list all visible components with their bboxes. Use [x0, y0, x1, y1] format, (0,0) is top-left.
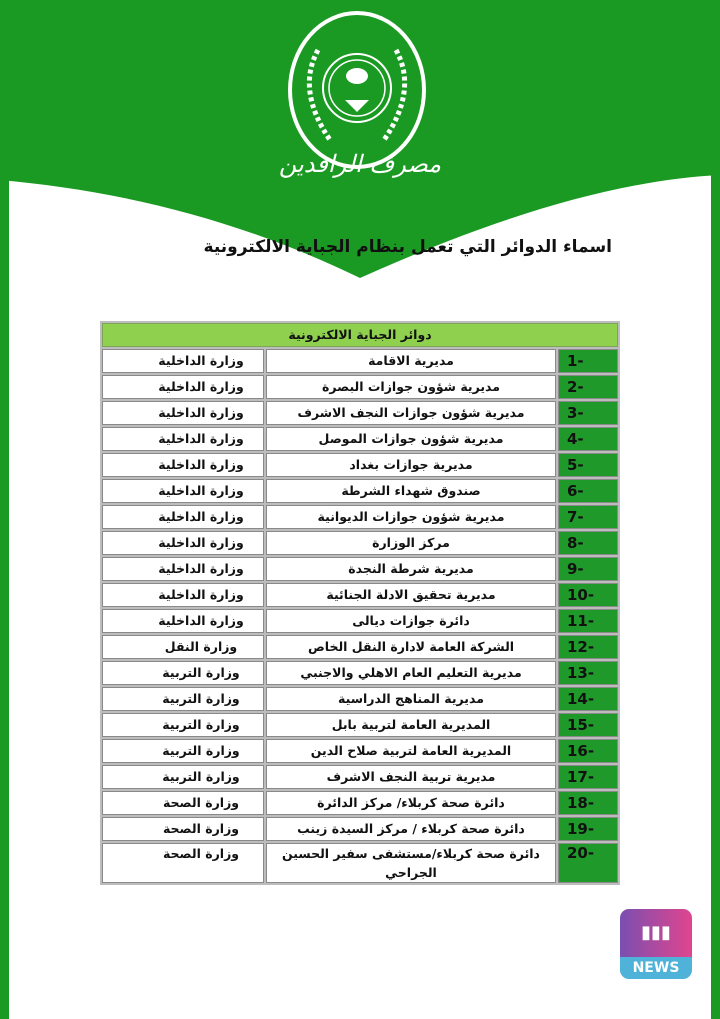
- departments-table: دوائر الجباية الالكترونية 1- مديرية الاقا…: [100, 321, 620, 885]
- department-name: دائرة جوازات ديالى: [266, 609, 556, 633]
- department-name: مديرية جوازات بغداد: [266, 453, 556, 477]
- department-name: مديرية شؤون جوازات النجف الاشرف: [266, 401, 556, 425]
- ministry-name: وزارة الصحة: [102, 843, 264, 883]
- department-name: دائرة صحة كربلاء/ مركز الدائرة: [266, 791, 556, 815]
- ministry-name: وزارة التربية: [102, 739, 264, 763]
- table-row: 8- مركز الوزارة وزارة الداخلية: [102, 531, 618, 555]
- table-row: 13- مديرية التعليم العام الاهلي والاجنبي و…: [102, 661, 618, 685]
- department-name: دائرة صحة كربلاء / مركز السيدة زينب: [266, 817, 556, 841]
- row-number: 2-: [558, 375, 618, 399]
- ministry-name: وزارة الداخلية: [102, 583, 264, 607]
- row-number: 14-: [558, 687, 618, 711]
- row-number: 6-: [558, 479, 618, 503]
- department-name: مديرية شؤون جوازات الموصل: [266, 427, 556, 451]
- ministry-name: وزارة الداخلية: [102, 557, 264, 581]
- ministry-name: وزارة الصحة: [102, 817, 264, 841]
- table-row: 3- مديرية شؤون جوازات النجف الاشرف وزارة ا…: [102, 401, 618, 425]
- ministry-name: وزارة الداخلية: [102, 531, 264, 555]
- table-row: 16- المديرية العامة لتربية صلاح الدين وزار…: [102, 739, 618, 763]
- page-title: اسماء الدوائر التي تعمل بنظام الجباية ال…: [203, 237, 612, 257]
- ministry-name: وزارة الداخلية: [102, 609, 264, 633]
- row-number: 15-: [558, 713, 618, 737]
- row-number: 8-: [558, 531, 618, 555]
- news-logo-arabic: ▮▮▮: [620, 909, 692, 957]
- row-number: 1-: [558, 349, 618, 373]
- department-name: الشركة العامة لادارة النقل الخاص: [266, 635, 556, 659]
- table-row: 17- مديرية تربية النجف الاشرف وزارة التربي…: [102, 765, 618, 789]
- table-row: 20- دائرة صحة كربلاء/مستشفى سفير الحسين ا…: [102, 843, 618, 883]
- bank-emblem: [288, 11, 426, 169]
- department-name: صندوق شهداء الشرطة: [266, 479, 556, 503]
- department-name: مديرية التعليم العام الاهلي والاجنبي: [266, 661, 556, 685]
- ministry-name: وزارة التربية: [102, 661, 264, 685]
- right-border: [711, 0, 720, 1019]
- ministry-name: وزارة الداخلية: [102, 505, 264, 529]
- department-name: مركز الوزارة: [266, 531, 556, 555]
- table-row: 18- دائرة صحة كربلاء/ مركز الدائرة وزارة ا…: [102, 791, 618, 815]
- ministry-name: وزارة الداخلية: [102, 453, 264, 477]
- table-row: 15- المديرية العامة لتربية بابل وزارة التر…: [102, 713, 618, 737]
- table-row: 12- الشركة العامة لادارة النقل الخاص وزارة…: [102, 635, 618, 659]
- department-name: مديرية تحقيق الادلة الجنائية: [266, 583, 556, 607]
- bank-logo-text: مصرف الرافدين: [278, 150, 442, 178]
- table-row: 9- مديرية شرطة النجدة وزارة الداخلية: [102, 557, 618, 581]
- row-number: 17-: [558, 765, 618, 789]
- table-row: 14- مديرية المناهج الدراسية وزارة التربية: [102, 687, 618, 711]
- table-row: 7- مديرية شؤون جوازات الديوانية وزارة الدا…: [102, 505, 618, 529]
- table-row: 2- مديرية شؤون جوازات البصرة وزارة الداخلي…: [102, 375, 618, 399]
- ministry-name: وزارة الداخلية: [102, 479, 264, 503]
- ministry-name: وزارة التربية: [102, 765, 264, 789]
- row-number: 18-: [558, 791, 618, 815]
- department-name: مديرية تربية النجف الاشرف: [266, 765, 556, 789]
- row-number: 10-: [558, 583, 618, 607]
- table-row: 1- مديرية الاقامة وزارة الداخلية: [102, 349, 618, 373]
- ministry-name: وزارة الداخلية: [102, 401, 264, 425]
- row-number: 13-: [558, 661, 618, 685]
- table-row: 4- مديرية شؤون جوازات الموصل وزارة الداخلي…: [102, 427, 618, 451]
- table-row: 5- مديرية جوازات بغداد وزارة الداخلية: [102, 453, 618, 477]
- row-number: 19-: [558, 817, 618, 841]
- table-header: دوائر الجباية الالكترونية: [102, 323, 618, 347]
- row-number: 7-: [558, 505, 618, 529]
- row-number: 5-: [558, 453, 618, 477]
- table-row: 6- صندوق شهداء الشرطة وزارة الداخلية: [102, 479, 618, 503]
- row-number: 20-: [558, 843, 618, 883]
- table-row: 19- دائرة صحة كربلاء / مركز السيدة زينب وز…: [102, 817, 618, 841]
- ministry-name: وزارة الصحة: [102, 791, 264, 815]
- row-number: 16-: [558, 739, 618, 763]
- ministry-name: وزارة الداخلية: [102, 349, 264, 373]
- ministry-name: وزارة التربية: [102, 687, 264, 711]
- row-number: 3-: [558, 401, 618, 425]
- news-logo-label: NEWS: [620, 957, 692, 979]
- department-name: مديرية المناهج الدراسية: [266, 687, 556, 711]
- department-name: مديرية شؤون جوازات الديوانية: [266, 505, 556, 529]
- ministry-name: وزارة الداخلية: [102, 427, 264, 451]
- left-border: [0, 0, 9, 1019]
- table-row: 10- مديرية تحقيق الادلة الجنائية وزارة الد…: [102, 583, 618, 607]
- row-number: 9-: [558, 557, 618, 581]
- header-banner: [0, 0, 720, 278]
- ministry-name: وزارة التربية: [102, 713, 264, 737]
- department-name: مديرية الاقامة: [266, 349, 556, 373]
- department-name: المديرية العامة لتربية بابل: [266, 713, 556, 737]
- department-name: دائرة صحة كربلاء/مستشفى سفير الحسين الجر…: [266, 843, 556, 883]
- row-number: 12-: [558, 635, 618, 659]
- news-watermark-logo: ▮▮▮ NEWS: [620, 909, 692, 979]
- row-number: 4-: [558, 427, 618, 451]
- department-name: مديرية شؤون جوازات البصرة: [266, 375, 556, 399]
- ministry-name: وزارة الداخلية: [102, 375, 264, 399]
- ministry-name: وزارة النقل: [102, 635, 264, 659]
- department-name: مديرية شرطة النجدة: [266, 557, 556, 581]
- department-name: المديرية العامة لتربية صلاح الدين: [266, 739, 556, 763]
- row-number: 11-: [558, 609, 618, 633]
- table-row: 11- دائرة جوازات ديالى وزارة الداخلية: [102, 609, 618, 633]
